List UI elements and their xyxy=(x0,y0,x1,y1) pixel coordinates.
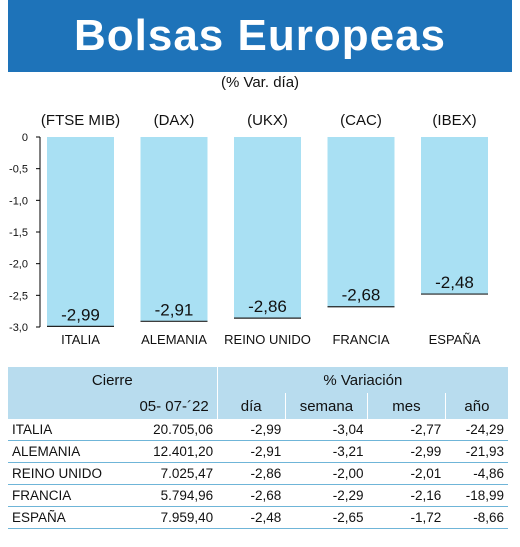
cell-dia: -2,86 xyxy=(217,462,286,485)
header-anio: año xyxy=(444,393,508,419)
cell-country: ALEMANIA xyxy=(8,440,117,463)
cell-semana: -3,21 xyxy=(285,440,368,463)
value-label: -2,99 xyxy=(61,305,100,324)
bar xyxy=(140,137,208,322)
cell-anio: -18,99 xyxy=(445,484,508,507)
cell-mes: -1,72 xyxy=(367,506,446,529)
y-tick-label: -0,5 xyxy=(9,164,28,176)
category-label: ALEMANIA xyxy=(141,332,207,347)
cell-anio: -8,66 xyxy=(445,506,508,529)
bar xyxy=(234,137,301,319)
cell-semana: -2,65 xyxy=(285,506,368,529)
y-tick-label: -3,0 xyxy=(9,322,28,334)
header-variacion: % Variación xyxy=(216,367,508,393)
cell-country: ESPAÑA xyxy=(8,506,117,529)
cell-dia: -2,91 xyxy=(217,440,286,463)
cell-anio: -21,93 xyxy=(445,440,508,463)
category-label: FRANCIA xyxy=(332,332,389,347)
header-date: 05- 07-´22 xyxy=(116,393,218,419)
cell-cierre: 20.705,06 xyxy=(116,419,218,441)
table-row: REINO UNIDO 7.025,47 -2,86 -2,00 -2,01 -4,86 xyxy=(8,462,508,485)
y-tick-label: -1,0 xyxy=(9,195,28,207)
y-tick-label: -2,5 xyxy=(9,290,28,302)
cell-country: REINO UNIDO xyxy=(8,462,117,485)
header-mes: mes xyxy=(367,393,446,419)
index-label: (CAC) xyxy=(340,112,382,129)
table-row: FRANCIA 5.794,96 -2,68 -2,29 -2,16 -18,99 xyxy=(8,484,508,507)
cell-cierre: 12.401,20 xyxy=(116,440,218,463)
cell-dia: -2,99 xyxy=(217,419,286,441)
y-tick-label: -2,0 xyxy=(9,259,28,271)
table-row: ITALIA 20.705,06 -2,99 -3,04 -2,77 -24,29 xyxy=(8,419,508,441)
cell-semana: -2,00 xyxy=(285,462,368,485)
y-tick-label: 0 xyxy=(22,132,28,144)
bar xyxy=(47,137,114,327)
cell-cierre: 7.025,47 xyxy=(116,462,218,485)
cell-mes: -2,77 xyxy=(367,419,446,441)
cell-anio: -4,86 xyxy=(445,462,508,485)
table-row: ESPAÑA 7.959,40 -2,48 -2,65 -1,72 -8,66 xyxy=(8,506,508,529)
cell-semana: -2,29 xyxy=(285,484,368,507)
cell-cierre: 7.959,40 xyxy=(116,506,218,529)
bar xyxy=(421,137,488,295)
category-label: ITALIA xyxy=(61,332,100,347)
cell-dia: -2,68 xyxy=(217,484,286,507)
cell-anio: -24,29 xyxy=(445,419,508,441)
value-label: -2,86 xyxy=(248,297,287,316)
index-label: (IBEX) xyxy=(432,112,476,129)
bar-chart: 0 -0,5 -1,0 -1,5 -2,0 -2,5 -3,0 (FTSE MIB) -2,99… xyxy=(9,112,488,347)
header-cierre: Cierre xyxy=(8,367,218,393)
header-dia: día xyxy=(216,393,286,419)
value-label: -2,48 xyxy=(435,273,474,292)
chart-subtitle: (% Var. día) xyxy=(220,74,300,91)
cell-country: ITALIA xyxy=(8,419,117,441)
value-label: -2,91 xyxy=(155,300,194,319)
title-banner: Bolsas Europeas xyxy=(8,0,512,72)
chart-title: Bolsas Europeas xyxy=(73,11,447,60)
index-label: (DAX) xyxy=(154,112,195,129)
category-label: ESPAÑA xyxy=(429,332,481,347)
table-body: ITALIA 20.705,06 -2,99 -3,04 -2,77 -24,29 ALEM… xyxy=(8,419,508,529)
cell-semana: -3,04 xyxy=(285,419,368,441)
cell-cierre: 5.794,96 xyxy=(116,484,218,507)
table-row: ALEMANIA 12.401,20 -2,91 -3,21 -2,99 -21,93 xyxy=(8,440,508,463)
bar xyxy=(327,137,395,307)
cell-country: FRANCIA xyxy=(8,484,117,507)
data-table: Cierre % Variación 05- 07-´22 día semana… xyxy=(8,367,508,529)
cell-mes: -2,01 xyxy=(367,462,446,485)
cell-mes: -2,16 xyxy=(367,484,446,507)
index-label: (UKX) xyxy=(247,112,288,129)
cell-mes: -2,99 xyxy=(367,440,446,463)
y-tick-label: -1,5 xyxy=(9,227,28,239)
header-semana: semana xyxy=(284,393,368,419)
cell-dia: -2,48 xyxy=(217,506,286,529)
value-label: -2,68 xyxy=(342,286,381,305)
index-label: (FTSE MIB) xyxy=(41,112,120,129)
category-label: REINO UNIDO xyxy=(224,332,311,347)
